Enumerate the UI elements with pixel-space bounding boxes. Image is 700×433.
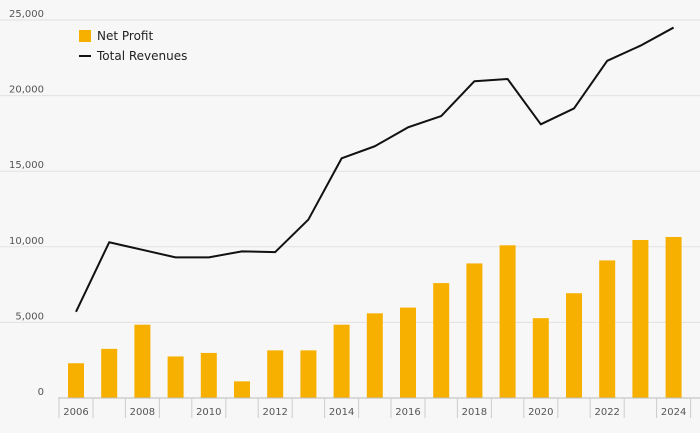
x-axis: 2006 2008 2010 2012 2014 2016 2018 2020 2022 2024 [58, 397, 700, 418]
bar-net-profit-2008 [134, 324, 151, 398]
bar-net-profit-2019 [499, 245, 516, 398]
bar-net-profit-2014 [333, 324, 350, 398]
x-tick-label: 2006 [63, 407, 88, 418]
total-revenues-line-group [75, 26, 675, 313]
legend: Net Profit Total Revenues [79, 29, 187, 63]
bar-net-profit-2023 [632, 239, 649, 398]
bar-net-profit-2009 [167, 356, 184, 398]
bar-net-profit-2015 [366, 313, 383, 398]
y-tick-label: 20,000 [9, 85, 44, 96]
y-tick-label: 25,000 [9, 9, 44, 20]
x-tick-label: 2008 [130, 407, 155, 418]
bar-net-profit-2017 [433, 283, 450, 398]
legend-label-net-profit: Net Profit [97, 29, 153, 43]
bar-net-profit-2021 [566, 293, 582, 398]
bar-net-profit-2013 [300, 350, 317, 398]
net-profit-bars [68, 236, 682, 398]
bar-net-profit-2020 [532, 318, 549, 398]
bar-net-profit-2016 [400, 307, 416, 398]
x-tick-label: 2010 [196, 407, 221, 418]
y-tick-label: 15,000 [9, 160, 44, 171]
bar-net-profit-2018 [466, 263, 483, 398]
x-tick-label: 2018 [462, 407, 487, 418]
bar-net-profit-2012 [267, 350, 284, 398]
bar-net-profit-2010 [200, 352, 217, 398]
y-tick-label: 5,000 [15, 311, 44, 322]
x-tick-label: 2022 [594, 407, 619, 418]
total-revenues-line [75, 26, 675, 313]
x-tick-label: 2024 [661, 407, 686, 418]
bar-net-profit-2024 [665, 236, 682, 398]
bar-net-profit-2007 [101, 348, 118, 398]
bar-net-profit-2006 [68, 363, 84, 398]
legend-swatch-net-profit [79, 30, 91, 42]
y-tick-label: 0 [38, 387, 44, 398]
bar-net-profit-2011 [234, 381, 250, 398]
y-axis: 0 5,000 10,000 15,000 20,000 25,000 [9, 9, 44, 398]
grid-lines [0, 19, 700, 323]
x-tick-label: 2014 [329, 407, 354, 418]
bar-net-profit-2022 [599, 260, 616, 398]
y-tick-label: 10,000 [9, 236, 44, 247]
x-tick-label: 2012 [262, 407, 287, 418]
x-tick-label: 2020 [528, 407, 553, 418]
x-tick-label: 2016 [395, 407, 420, 418]
legend-label-total-revenues: Total Revenues [96, 49, 187, 63]
